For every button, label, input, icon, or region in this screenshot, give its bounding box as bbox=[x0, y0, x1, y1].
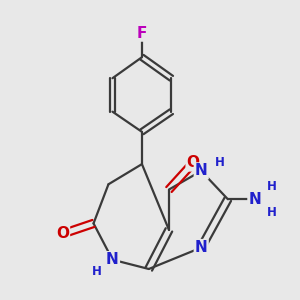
Text: F: F bbox=[137, 26, 147, 40]
Text: O: O bbox=[56, 226, 69, 242]
Text: H: H bbox=[267, 180, 277, 193]
Text: N: N bbox=[106, 252, 119, 267]
Text: O: O bbox=[187, 155, 200, 170]
Text: H: H bbox=[267, 206, 277, 219]
Text: N: N bbox=[248, 192, 261, 207]
Text: H: H bbox=[92, 265, 102, 278]
Text: H: H bbox=[214, 156, 224, 169]
Text: N: N bbox=[195, 164, 208, 178]
Text: N: N bbox=[195, 240, 208, 255]
